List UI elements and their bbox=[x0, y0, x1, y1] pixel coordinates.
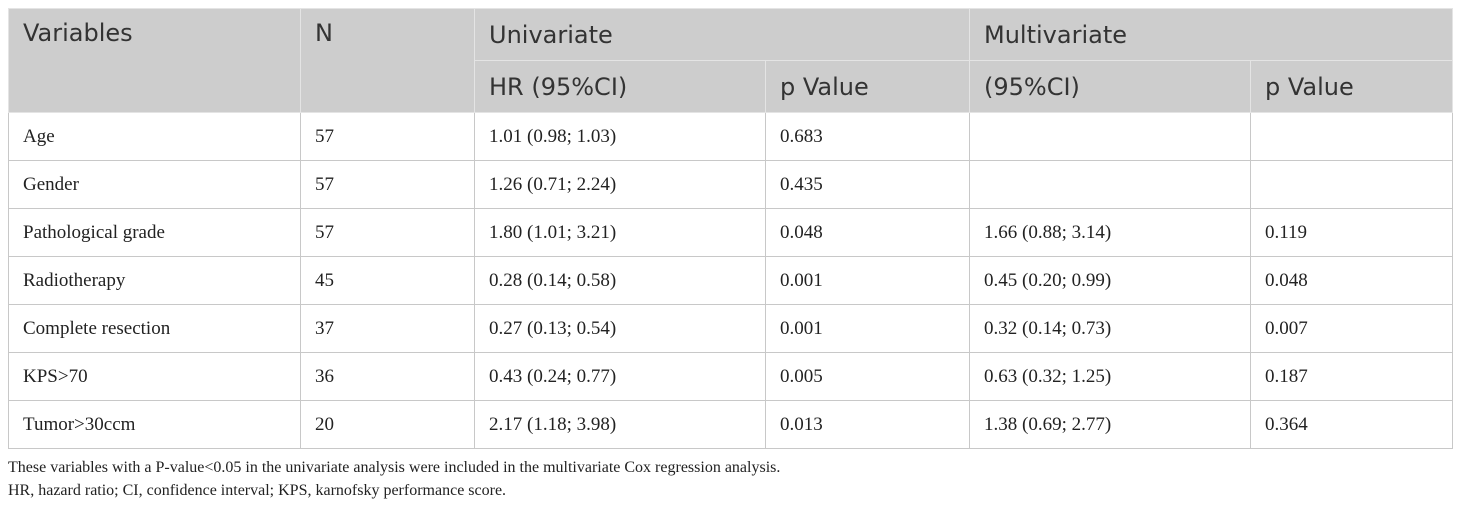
cell-univariate-p: 0.001 bbox=[765, 256, 970, 305]
cell-n: 57 bbox=[300, 160, 475, 209]
cell-multivariate-hr: 1.38 (0.69; 2.77) bbox=[969, 400, 1251, 449]
cell-n: 37 bbox=[300, 304, 475, 353]
cell-univariate-p: 0.013 bbox=[765, 400, 970, 449]
header-n: N bbox=[300, 8, 475, 113]
cell-variable: KPS>70 bbox=[8, 352, 301, 401]
cell-n: 57 bbox=[300, 208, 475, 257]
table-body: Age 57 1.01 (0.98; 1.03) 0.683 Gender 57… bbox=[8, 112, 1453, 449]
table-row: Pathological grade 57 1.80 (1.01; 3.21) … bbox=[8, 208, 1453, 257]
cell-n: 45 bbox=[300, 256, 475, 305]
header-variables: Variables bbox=[8, 8, 301, 113]
cell-univariate-hr: 0.28 (0.14; 0.58) bbox=[474, 256, 766, 305]
table-row: Tumor>30ccm 20 2.17 (1.18; 3.98) 0.013 1… bbox=[8, 400, 1453, 449]
cell-multivariate-p: 0.119 bbox=[1250, 208, 1453, 257]
cell-multivariate-p: 0.364 bbox=[1250, 400, 1453, 449]
cell-univariate-hr: 1.01 (0.98; 1.03) bbox=[474, 112, 766, 161]
cell-variable: Age bbox=[8, 112, 301, 161]
header-multivariate-hr: (95%CI) bbox=[969, 60, 1251, 113]
cell-univariate-p: 0.435 bbox=[765, 160, 970, 209]
header-univariate: Univariate bbox=[474, 8, 970, 61]
cell-multivariate-p: 0.048 bbox=[1250, 256, 1453, 305]
cell-univariate-hr: 1.26 (0.71; 2.24) bbox=[474, 160, 766, 209]
cell-multivariate-p: 0.007 bbox=[1250, 304, 1453, 353]
cell-variable: Radiotherapy bbox=[8, 256, 301, 305]
cell-n: 57 bbox=[300, 112, 475, 161]
footnote-inclusion-criteria: These variables with a P-value<0.05 in t… bbox=[8, 459, 781, 476]
cell-variable: Gender bbox=[8, 160, 301, 209]
cell-univariate-hr: 0.27 (0.13; 0.54) bbox=[474, 304, 766, 353]
cell-univariate-p: 0.683 bbox=[765, 112, 970, 161]
cell-multivariate-hr: 1.66 (0.88; 3.14) bbox=[969, 208, 1251, 257]
cell-variable: Complete resection bbox=[8, 304, 301, 353]
cell-multivariate-hr: 0.32 (0.14; 0.73) bbox=[969, 304, 1251, 353]
table-row: Age 57 1.01 (0.98; 1.03) 0.683 bbox=[8, 112, 1453, 161]
cell-multivariate-hr: 0.45 (0.20; 0.99) bbox=[969, 256, 1251, 305]
footnote-abbreviations: HR, hazard ratio; CI, confidence interva… bbox=[8, 482, 507, 499]
cell-multivariate-hr bbox=[969, 112, 1251, 161]
cell-univariate-p: 0.001 bbox=[765, 304, 970, 353]
cell-multivariate-p bbox=[1250, 112, 1453, 161]
header-row-top: Variables N Univariate Multivariate bbox=[8, 8, 1453, 113]
cell-multivariate-hr bbox=[969, 160, 1251, 209]
cell-variable: Pathological grade bbox=[8, 208, 301, 257]
table-footnotes: These variables with a P-value<0.05 in t… bbox=[8, 456, 780, 502]
table-row: Gender 57 1.26 (0.71; 2.24) 0.435 bbox=[8, 160, 1453, 209]
header-univariate-p: p Value bbox=[765, 60, 970, 113]
cell-univariate-p: 0.005 bbox=[765, 352, 970, 401]
cell-univariate-p: 0.048 bbox=[765, 208, 970, 257]
cell-multivariate-hr: 0.63 (0.32; 1.25) bbox=[969, 352, 1251, 401]
header-row-sub: HR (95%CI) p Value (95%CI) p Value bbox=[9, 60, 1453, 113]
cell-n: 20 bbox=[300, 400, 475, 449]
cox-regression-table: Variables N Univariate Multivariate HR (… bbox=[8, 8, 1453, 449]
table-row: Complete resection 37 0.27 (0.13; 0.54) … bbox=[8, 304, 1453, 353]
cell-univariate-hr: 0.43 (0.24; 0.77) bbox=[474, 352, 766, 401]
table-row: KPS>70 36 0.43 (0.24; 0.77) 0.005 0.63 (… bbox=[8, 352, 1453, 401]
cell-n: 36 bbox=[300, 352, 475, 401]
cell-univariate-hr: 2.17 (1.18; 3.98) bbox=[474, 400, 766, 449]
cell-multivariate-p: 0.187 bbox=[1250, 352, 1453, 401]
table-row: Radiotherapy 45 0.28 (0.14; 0.58) 0.001 … bbox=[8, 256, 1453, 305]
header-multivariate-p: p Value bbox=[1250, 60, 1453, 113]
header-univariate-hr: HR (95%CI) bbox=[474, 60, 766, 113]
cell-univariate-hr: 1.80 (1.01; 3.21) bbox=[474, 208, 766, 257]
cell-multivariate-p bbox=[1250, 160, 1453, 209]
header-multivariate: Multivariate bbox=[969, 8, 1453, 61]
table-header: Variables N Univariate Multivariate HR (… bbox=[8, 8, 1453, 113]
cell-variable: Tumor>30ccm bbox=[8, 400, 301, 449]
